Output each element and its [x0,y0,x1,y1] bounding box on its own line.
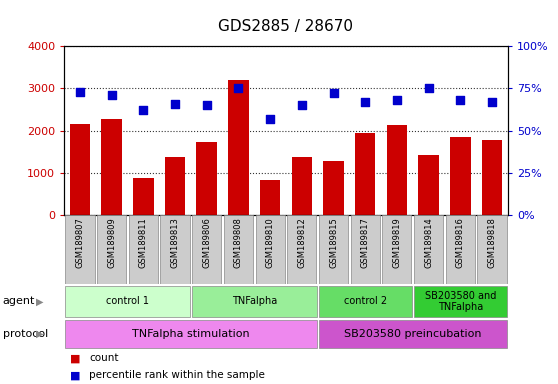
Bar [287,215,316,284]
Bar [418,155,439,215]
Point [139,107,148,113]
Text: GSM189806: GSM189806 [202,217,211,268]
Bar [450,137,470,215]
Bar [65,215,95,284]
Bar [319,215,348,284]
Text: ■: ■ [70,370,80,380]
Point [234,85,243,91]
Text: GSM189819: GSM189819 [392,217,401,268]
Bar [161,215,190,284]
Text: protocol: protocol [3,329,48,339]
Text: percentile rank within the sample: percentile rank within the sample [89,370,265,380]
Point [424,85,433,91]
Point [75,89,84,95]
Text: SB203580 preincubation: SB203580 preincubation [344,329,482,339]
Text: GSM189814: GSM189814 [424,217,433,268]
Bar [319,320,507,348]
Text: control 2: control 2 [344,296,387,306]
Point [297,102,306,108]
Text: GSM189815: GSM189815 [329,217,338,268]
Bar [65,286,190,317]
Bar [70,124,90,215]
Text: agent: agent [3,296,35,306]
Bar [256,215,285,284]
Point [107,92,116,98]
Text: ■: ■ [70,353,80,363]
Bar [97,215,126,284]
Bar [165,157,185,215]
Text: GDS2885 / 28670: GDS2885 / 28670 [219,19,353,35]
Bar [133,178,153,215]
Text: GSM189817: GSM189817 [360,217,370,268]
Bar [319,286,412,317]
Point [456,97,465,103]
Text: GSM189816: GSM189816 [456,217,465,268]
Bar [291,157,312,215]
Text: TNFalpha: TNFalpha [232,296,277,306]
Text: GSM189809: GSM189809 [107,217,116,268]
Bar [192,286,317,317]
Text: GSM189810: GSM189810 [266,217,275,268]
Bar [192,215,222,284]
Bar [224,215,253,284]
Point [488,99,497,105]
Text: ▶: ▶ [36,329,44,339]
Bar [477,215,507,284]
Bar [355,133,376,215]
Point [203,102,211,108]
Point [360,99,369,105]
Text: TNFalpha stimulation: TNFalpha stimulation [132,329,250,339]
Point [329,90,338,96]
Bar [446,215,475,284]
Text: GSM189808: GSM189808 [234,217,243,268]
Text: count: count [89,353,119,363]
Bar [129,215,158,284]
Text: GSM189818: GSM189818 [488,217,497,268]
Bar [228,80,249,215]
Text: GSM189813: GSM189813 [171,217,180,268]
Bar [413,286,507,317]
Bar [260,180,281,215]
Bar [65,320,317,348]
Bar [482,140,502,215]
Bar [323,161,344,215]
Bar [102,119,122,215]
Text: GSM189811: GSM189811 [139,217,148,268]
Point [266,116,275,122]
Text: GSM189807: GSM189807 [75,217,84,268]
Text: GSM189812: GSM189812 [297,217,306,268]
Bar [414,215,443,284]
Bar [382,215,411,284]
Text: SB203580 and
TNFalpha: SB203580 and TNFalpha [425,291,496,312]
Point [171,101,180,107]
Text: ▶: ▶ [36,296,44,306]
Text: control 1: control 1 [106,296,149,306]
Bar [387,125,407,215]
Bar [350,215,380,284]
Bar [196,142,217,215]
Point [392,97,401,103]
